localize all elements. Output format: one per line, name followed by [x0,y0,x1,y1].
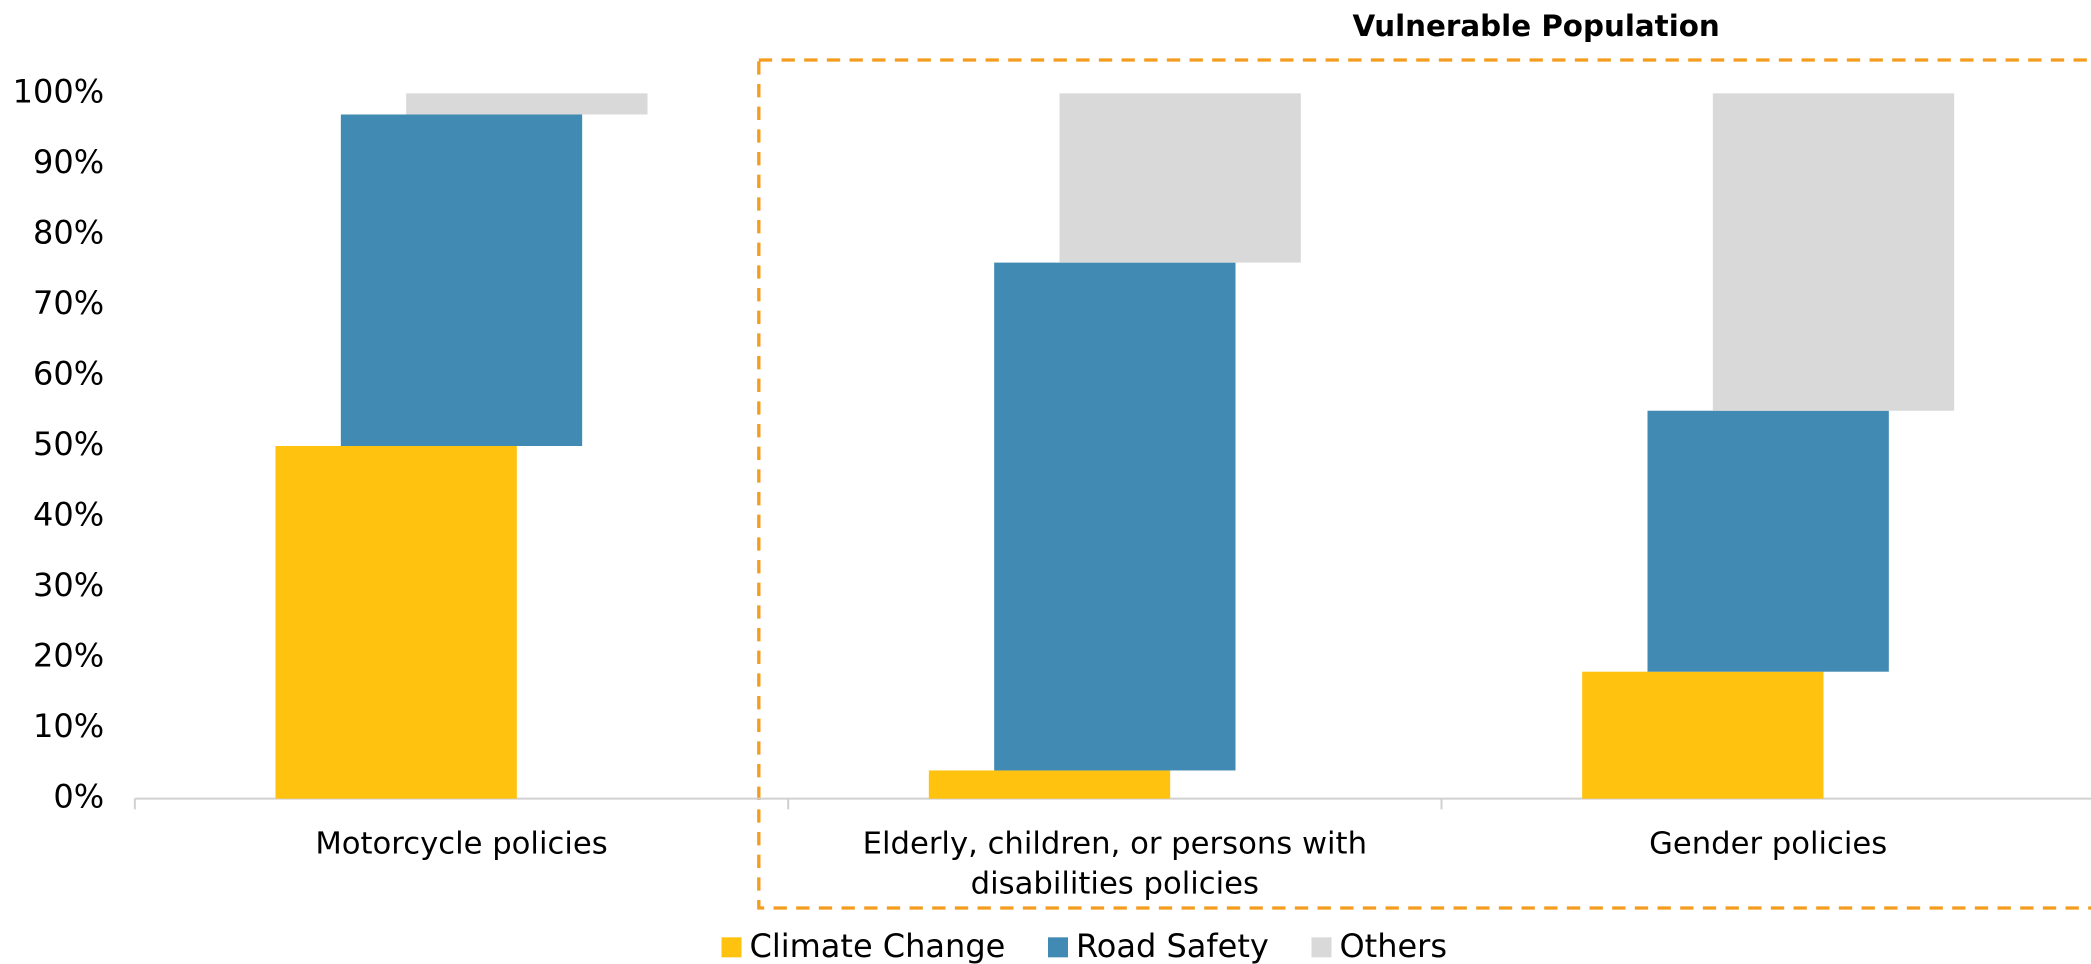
label-line: Elderly, children, or persons with [863,826,1367,861]
y-tick-label: 60% [33,354,104,392]
x-tick-label: Motorcycle policies [315,826,607,861]
legend-label: Others [1339,927,1447,964]
y-tick-label: 30% [33,566,104,604]
bar-segment [1059,93,1301,263]
legend-swatch [721,937,742,958]
highlight-box [757,58,2091,910]
y-tick-label: 40% [33,496,104,534]
y-tick-label: 80% [33,213,104,251]
x-tick-label: Gender policies [1649,826,1887,861]
annotation: Vulnerable Population [1353,9,1720,43]
bar-segment [928,770,1171,799]
legend-label: Climate Change [750,927,1006,964]
y-tick-label: 100% [13,72,104,110]
bar-segment [1647,410,1889,672]
bar-segment [275,446,517,799]
bar-segment [1582,671,1824,799]
bar-segment [1712,93,1955,411]
y-tick-label: 20% [33,637,104,675]
bar-segment [994,262,1236,771]
x-tick-label: Elderly, children, or persons with disabi… [863,826,1367,901]
legend-swatch [1311,937,1332,958]
y-tick-label: 90% [33,143,104,181]
y-tick-label: 10% [33,707,104,745]
label-line: Motorcycle policies [315,826,607,861]
label-line: disabilities policies [971,866,1259,901]
label-line: Gender policies [1649,826,1887,861]
y-tick-label: 50% [33,425,104,463]
legend-swatch [1047,937,1068,958]
bar-segment [340,114,583,446]
bar-segment [406,93,648,115]
y-tick-label: 70% [33,284,104,322]
legend-label: Road Safety [1076,927,1269,964]
y-tick-label: 0% [53,778,104,816]
